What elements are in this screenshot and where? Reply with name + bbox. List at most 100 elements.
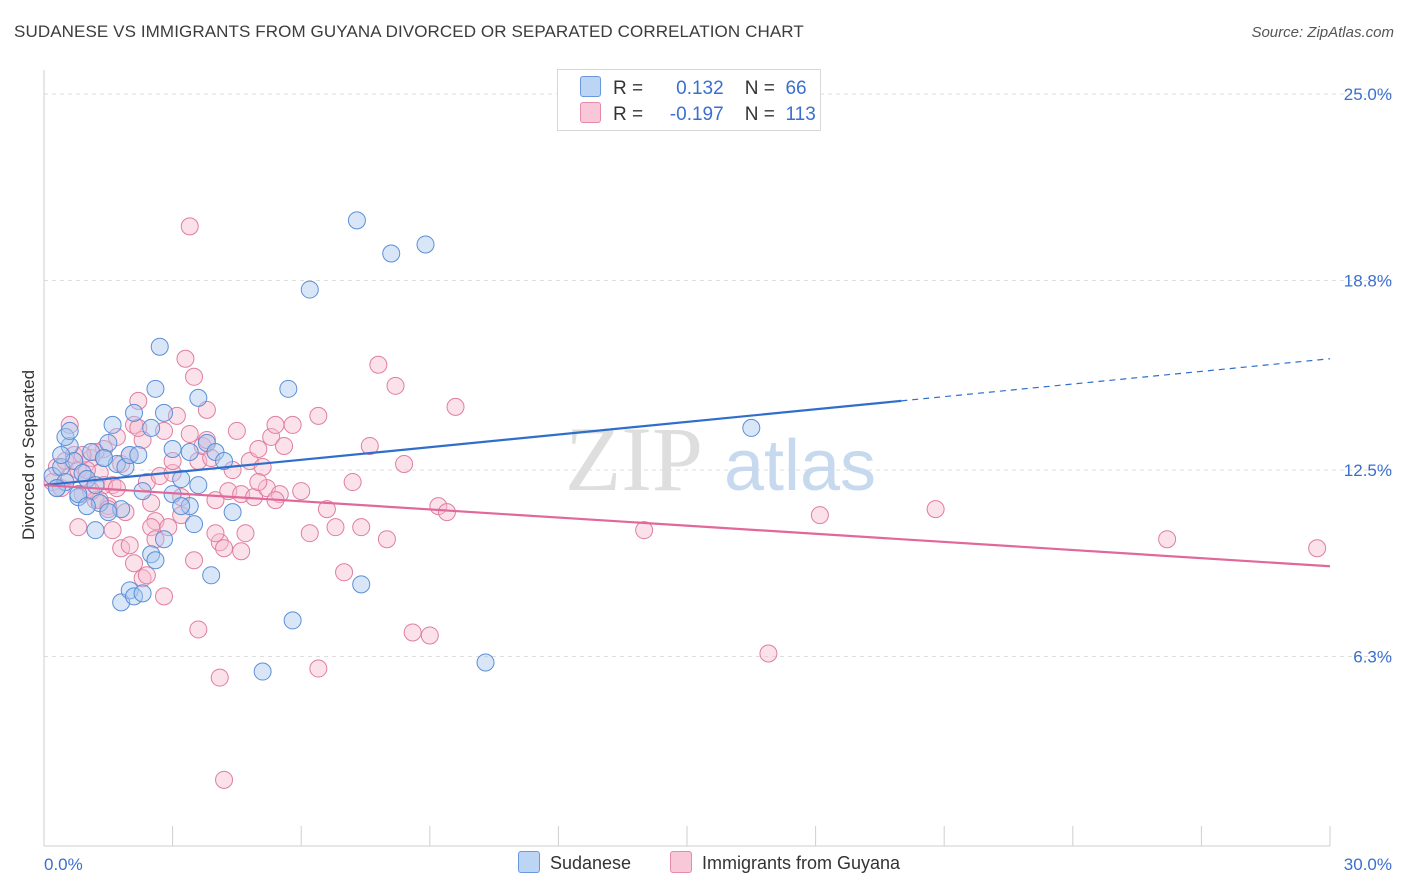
- x-tick-label: 30.0%: [1344, 855, 1392, 874]
- sudanese-point: [185, 515, 204, 534]
- legend-r-label: R =: [613, 78, 644, 99]
- legend-row-guyana: R = -0.197 N = 113: [580, 102, 816, 126]
- guyana-point: [300, 524, 319, 543]
- guyana-point: [420, 626, 439, 645]
- guyana-point: [180, 217, 199, 236]
- guyana-point: [403, 623, 422, 642]
- guyana-point: [107, 479, 126, 498]
- sudanese-point: [125, 403, 144, 422]
- guyana-point: [215, 770, 234, 789]
- series-sudanese-points: [43, 211, 761, 681]
- guyana-point: [326, 518, 345, 537]
- sudanese-point: [142, 418, 161, 437]
- guyana-point: [1308, 539, 1327, 558]
- sudanese-trend-extension: [901, 358, 1331, 402]
- watermark: ZIP atlas: [565, 408, 876, 510]
- guyana-point: [292, 482, 311, 501]
- guyana-point: [266, 415, 285, 434]
- guyana-point: [926, 500, 945, 519]
- guyana-point: [236, 524, 255, 543]
- sudanese-point: [163, 439, 182, 458]
- y-tick-label: 18.8%: [1344, 272, 1392, 291]
- sudanese-point: [189, 388, 208, 407]
- guyana-point: [335, 563, 354, 582]
- guyana-point: [103, 521, 122, 540]
- guyana-point: [185, 367, 204, 386]
- guyana-point: [446, 397, 465, 416]
- guyana-point: [377, 530, 396, 549]
- legend-row-sudanese: R = 0.132 N = 66: [580, 76, 807, 100]
- guyana-point: [215, 539, 234, 558]
- guyana-point: [635, 521, 654, 540]
- legend-n-label: N =: [744, 104, 775, 125]
- gridlines: [44, 93, 1394, 658]
- sudanese-point: [283, 611, 302, 630]
- sudanese-point: [86, 521, 105, 540]
- guyana-point: [275, 436, 294, 455]
- series-guyana-points: [43, 217, 1327, 789]
- sudanese-point: [129, 445, 148, 464]
- guyana-point: [249, 439, 268, 458]
- bottom-legend-label: Sudanese: [550, 853, 632, 873]
- guyana-point: [309, 406, 328, 425]
- guyana-point: [360, 436, 379, 455]
- guyana-trend-line: [43, 483, 1331, 568]
- y-axis-label: Divorced or Separated: [19, 370, 38, 540]
- watermark-atlas: atlas: [724, 426, 876, 506]
- sudanese-point: [189, 476, 208, 495]
- sudanese-point: [155, 530, 174, 549]
- guyana-point: [317, 500, 336, 519]
- guyana-point: [253, 458, 272, 477]
- sudanese-point: [133, 584, 152, 603]
- guyana-point: [810, 506, 829, 525]
- tick-labels: 6.3% 12.5% 18.8% 25.0% 0.0% 30.0%: [44, 85, 1392, 874]
- trend-lines: [43, 358, 1331, 568]
- guyana-point: [142, 518, 161, 537]
- guyana-point: [189, 620, 208, 639]
- guyana-point: [309, 659, 328, 678]
- y-tick-label: 6.3%: [1353, 648, 1392, 667]
- sudanese-point: [103, 415, 122, 434]
- guyana-point: [129, 391, 148, 410]
- guyana-point: [437, 503, 456, 522]
- guyana-point: [129, 418, 148, 437]
- legend-r-value: -0.197: [669, 104, 724, 125]
- guyana-point: [227, 421, 246, 440]
- guyana-point: [343, 473, 362, 492]
- guyana-point: [120, 536, 139, 555]
- watermark-zip: ZIP: [565, 408, 703, 510]
- guyana-point: [262, 427, 281, 446]
- legend-r-label: R =: [613, 104, 644, 125]
- guyana-point: [206, 524, 225, 543]
- sudanese-point: [223, 503, 242, 522]
- sudanese-point: [155, 403, 174, 422]
- guyana-point: [137, 566, 156, 585]
- legend-n-value: 113: [785, 104, 816, 125]
- guyana-point: [395, 455, 414, 474]
- sudanese-point: [300, 280, 319, 299]
- sudanese-point: [476, 653, 495, 672]
- sudanese-point: [99, 433, 118, 452]
- sudanese-trend-line: [43, 399, 902, 487]
- guyana-point: [69, 518, 88, 537]
- axes: [43, 70, 1331, 847]
- sudanese-point: [180, 442, 199, 461]
- guyana-point: [232, 542, 251, 561]
- stats-legend: R = 0.132 N = 66 R = -0.197 N = 113: [557, 69, 821, 131]
- sudanese-point: [742, 418, 761, 437]
- guyana-point: [369, 355, 388, 374]
- sudanese-point: [202, 566, 221, 585]
- sudanese-point: [60, 421, 79, 440]
- sudanese-point: [150, 337, 169, 356]
- x-tick-label: 0.0%: [44, 855, 83, 874]
- guyana-point: [210, 668, 229, 687]
- guyana-point: [176, 349, 195, 368]
- guyana-point: [352, 518, 371, 537]
- guyana-point: [386, 376, 405, 395]
- legend-r-value: 0.132: [676, 78, 724, 99]
- sudanese-point: [352, 575, 371, 594]
- legend-n-label: N =: [744, 78, 775, 99]
- guyana-point: [283, 415, 302, 434]
- sudanese-point: [52, 445, 71, 464]
